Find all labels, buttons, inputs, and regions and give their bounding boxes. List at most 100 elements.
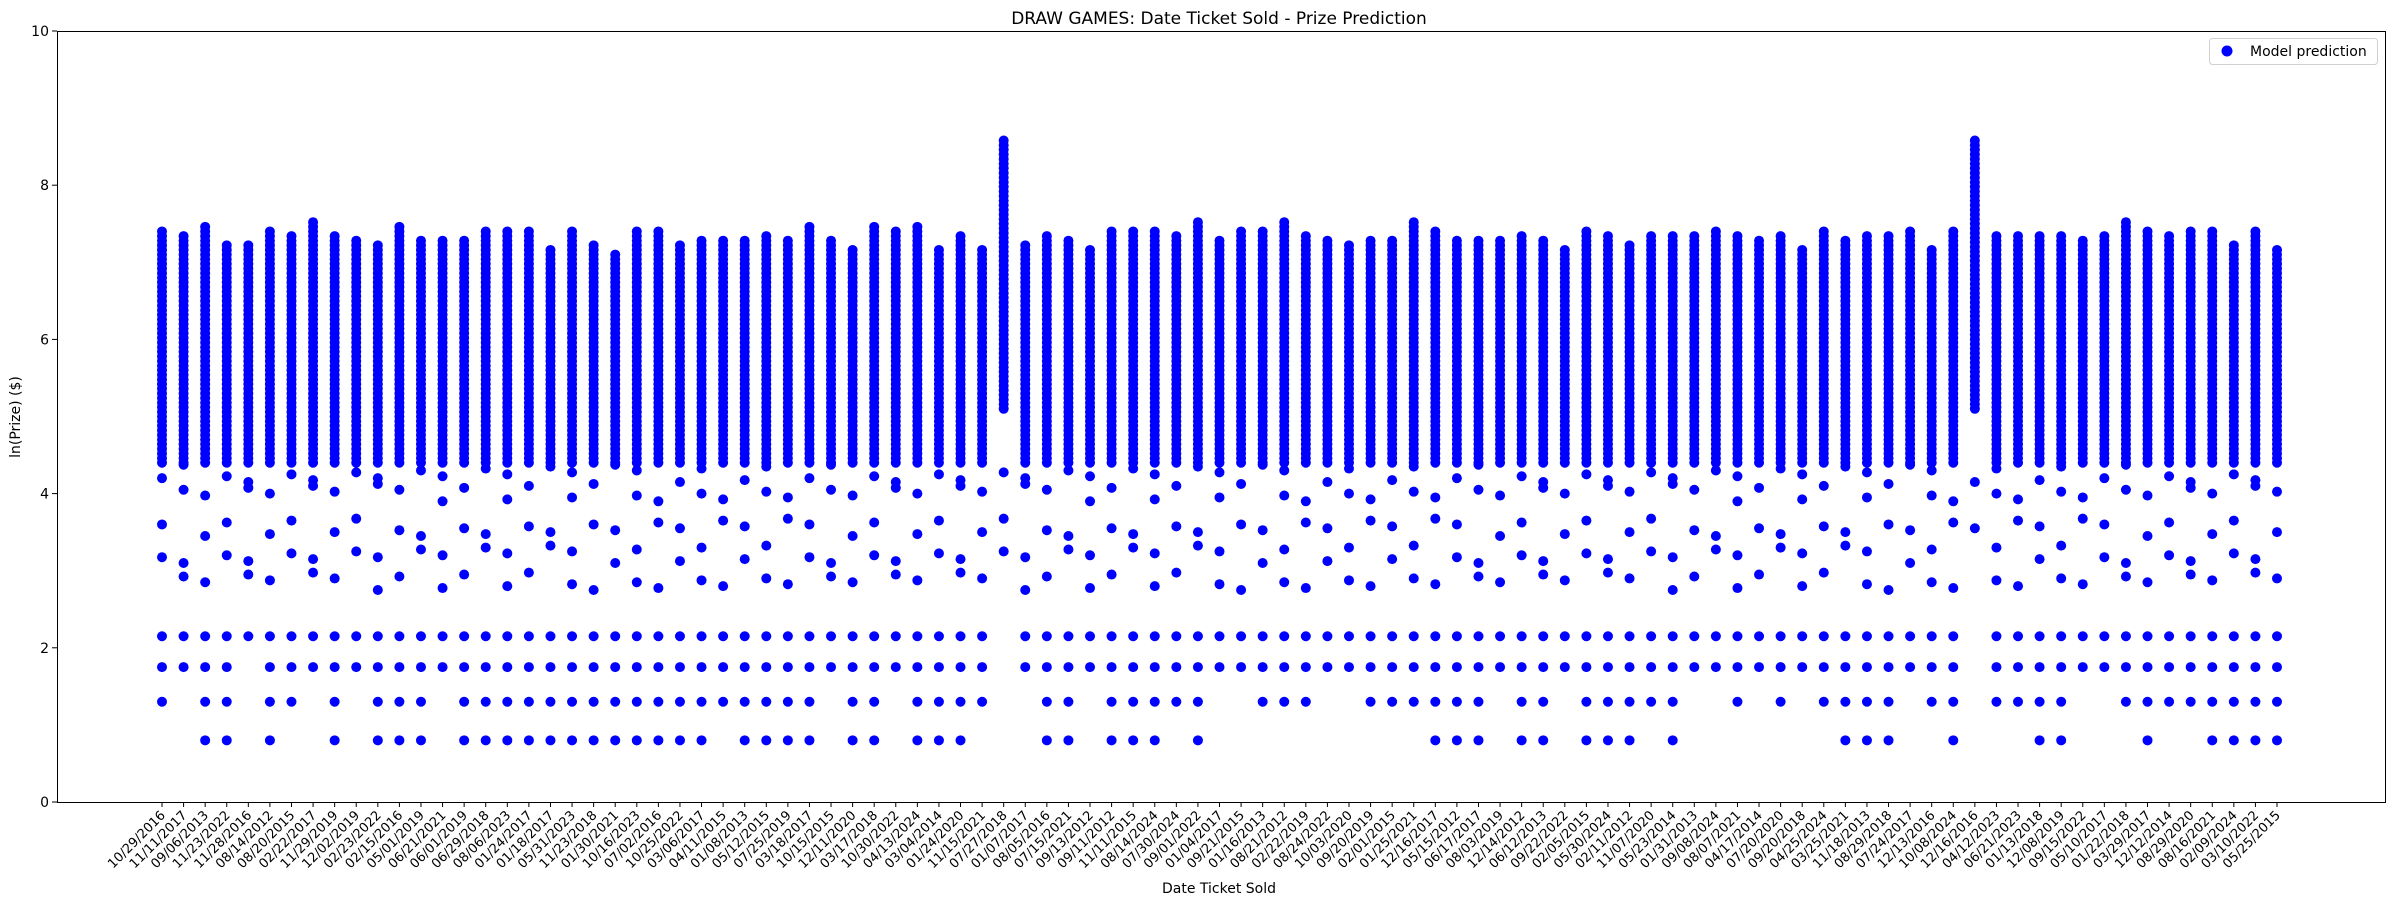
data-point [1840,631,1851,642]
data-point [739,554,750,565]
data-point [157,662,167,673]
data-point [1171,567,1182,578]
category-column [394,221,405,746]
data-point [545,540,556,551]
data-point [1343,463,1354,474]
data-point [329,486,340,497]
data-point [1710,631,1721,642]
category-column [890,226,901,673]
data-point [955,696,966,707]
data-point [523,226,534,237]
data-point [394,525,405,536]
category-column [610,249,621,746]
data-point [221,240,232,251]
data-point [761,696,772,707]
data-point [739,735,750,746]
data-point [1192,527,1203,538]
data-point [1581,548,1592,559]
data-point [1257,459,1268,470]
data-point [286,662,297,673]
category-column [1969,135,1980,534]
category-column [869,221,880,746]
data-point [157,696,167,707]
data-point [1861,546,1872,557]
data-point [847,244,858,255]
data-point [264,735,275,746]
category-column [221,240,232,746]
data-point [912,529,923,540]
data-point [1408,486,1419,497]
data-point [1667,231,1678,242]
data-point [415,465,426,476]
data-point [545,631,556,642]
data-point [1171,480,1182,491]
data-point [394,631,405,642]
data-point [718,662,729,673]
data-point [1602,554,1613,565]
data-point [1106,482,1117,493]
data-point [243,569,254,580]
data-point [1171,231,1182,242]
data-point [1624,486,1635,497]
category-column [459,235,470,746]
data-point [804,696,815,707]
category-column [1840,235,1851,746]
data-point [329,573,340,584]
data-point [674,240,685,251]
data-point [1106,569,1117,580]
data-point [523,696,534,707]
data-point [1300,631,1311,642]
data-point [933,662,944,673]
data-point [351,631,362,642]
data-point [912,662,923,673]
data-point [1602,231,1613,242]
data-point [1192,696,1203,707]
data-point [588,696,599,707]
category-column [739,235,750,746]
data-point [308,567,319,578]
data-point [1408,631,1419,642]
data-point [1905,557,1916,568]
data-point [1451,735,1462,746]
category-column [1322,235,1333,673]
data-point [1451,552,1462,563]
data-point [1214,492,1225,503]
data-point [890,569,901,580]
data-point [1754,631,1765,642]
data-point [933,515,944,526]
data-point [1149,631,1160,642]
data-point [696,662,707,673]
data-point [1818,521,1829,532]
data-point [933,631,944,642]
data-point [1451,631,1462,642]
data-point [782,631,793,642]
data-point [1516,231,1527,242]
data-point [1516,631,1527,642]
data-point [1236,662,1247,673]
data-point [653,496,664,507]
data-point [545,662,556,673]
data-point [588,519,599,530]
data-point [1538,569,1549,580]
data-point [674,523,685,534]
data-point [1926,577,1937,588]
data-point [804,552,815,563]
data-point [286,231,297,242]
category-column [1451,235,1462,746]
data-point [847,662,858,673]
data-point [1473,484,1484,495]
data-point [1041,571,1052,582]
data-point [459,696,470,707]
category-column [1861,231,1872,746]
data-point [1840,527,1851,538]
data-point [1430,492,1441,503]
category-column [1236,226,1247,673]
data-point [200,221,211,232]
data-point [1322,631,1333,642]
data-point [1343,662,1354,673]
category-column [480,226,491,746]
data-point [502,494,513,505]
data-point [739,235,750,246]
data-point [502,696,513,707]
data-point [653,696,664,707]
